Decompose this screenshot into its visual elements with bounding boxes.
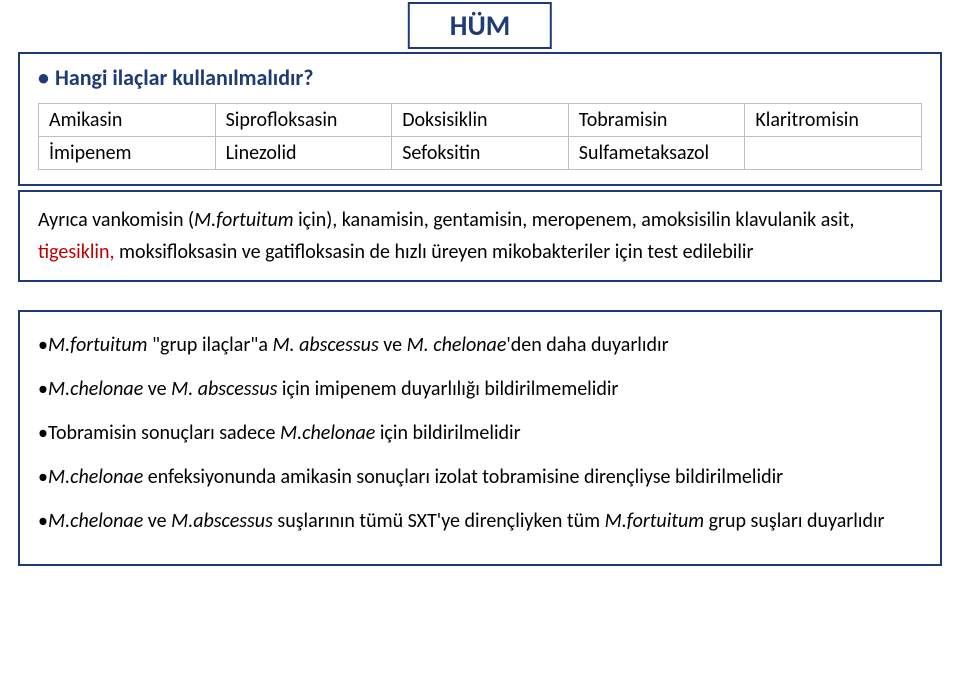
point-text: ve bbox=[383, 333, 406, 357]
species-text: M.chelonae bbox=[48, 465, 148, 489]
drug-cell: Tobramisin bbox=[568, 104, 745, 137]
drug-cell bbox=[745, 137, 922, 170]
note-text: için), kanamisin, gentamisin, meropenem,… bbox=[294, 208, 855, 232]
point-text: ve bbox=[143, 509, 171, 533]
point-text: Tobramisin sonuçları sadece bbox=[48, 421, 280, 445]
point-text: için imipenem duyarlılığı bildirilmemeli… bbox=[282, 377, 618, 401]
point-item: •M.chelonae ve M.abscessus suşlarının tü… bbox=[38, 502, 922, 540]
table-row: Amikasin Siprofloksasin Doksisiklin Tobr… bbox=[39, 104, 922, 137]
point-text: "grup ilaçlar"a bbox=[147, 333, 272, 357]
note-text: Ayrıca vankomisin ( bbox=[38, 208, 194, 232]
point-text: için bildirilmelidir bbox=[380, 421, 521, 445]
point-item: •M.chelonae ve M. abscessus için imipene… bbox=[38, 370, 922, 408]
point-item: •M.fortuitum "grup ilaçlar"a M. abscessu… bbox=[38, 326, 922, 364]
drug-cell: Sulfametaksazol bbox=[568, 137, 745, 170]
point-text: grup suşları duyarlıdır bbox=[709, 509, 885, 533]
drug-cell: Linezolid bbox=[215, 137, 392, 170]
note-text: moksifloksasin ve gatifloksasin de hızlı… bbox=[115, 240, 754, 264]
point-text: ve bbox=[143, 377, 171, 401]
box-note: Ayrıca vankomisin (M.fortuitum için), ka… bbox=[18, 190, 942, 282]
species-text: M.chelonae bbox=[48, 509, 143, 533]
drugs-table: Amikasin Siprofloksasin Doksisiklin Tobr… bbox=[38, 103, 922, 170]
species-text: M.fortuitum bbox=[605, 509, 709, 533]
drug-cell: Siprofloksasin bbox=[215, 104, 392, 137]
species-text: M.fortuitum bbox=[48, 333, 148, 357]
heading-drugs: Hangi ilaçlar kullanılmalıdır? bbox=[38, 64, 922, 91]
note-species: M.fortuitum bbox=[194, 208, 294, 232]
page-title: HÜM bbox=[408, 2, 552, 49]
point-item: •M.chelonae enfeksiyonunda amikasin sonu… bbox=[38, 458, 922, 496]
drug-cell: Doksisiklin bbox=[392, 104, 569, 137]
point-item: •Tobramisin sonuçları sadece M.chelonae … bbox=[38, 414, 922, 452]
drug-cell: Sefoksitin bbox=[392, 137, 569, 170]
species-text: M. chelonae bbox=[407, 333, 507, 357]
drug-cell: Amikasin bbox=[39, 104, 216, 137]
box-points: •M.fortuitum "grup ilaçlar"a M. abscessu… bbox=[18, 310, 942, 566]
point-text: suşlarının tümü SXT'ye dirençliyken tüm bbox=[273, 509, 605, 533]
note-highlight: tigesiklin, bbox=[38, 240, 115, 264]
point-text: 'den daha duyarlıdır bbox=[506, 333, 668, 357]
drug-cell: Klaritromisin bbox=[745, 104, 922, 137]
drug-cell: İmipenem bbox=[39, 137, 216, 170]
species-text: M.abscessus bbox=[171, 509, 273, 533]
box-drugs: Hangi ilaçlar kullanılmalıdır? Amikasin … bbox=[18, 52, 942, 186]
species-text: M.chelonae bbox=[48, 377, 143, 401]
point-text: enfeksiyonunda amikasin sonuçları izolat… bbox=[148, 465, 783, 489]
species-text: M. abscessus bbox=[272, 333, 383, 357]
species-text: M.chelonae bbox=[280, 421, 380, 445]
species-text: M. abscessus bbox=[171, 377, 282, 401]
table-row: İmipenem Linezolid Sefoksitin Sulfametak… bbox=[39, 137, 922, 170]
